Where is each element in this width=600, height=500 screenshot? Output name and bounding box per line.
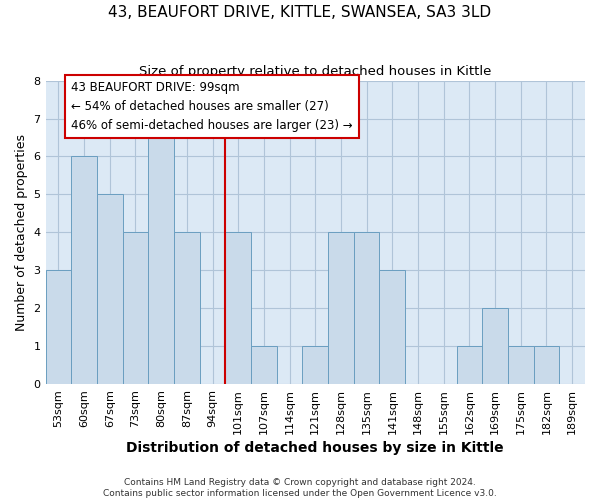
X-axis label: Distribution of detached houses by size in Kittle: Distribution of detached houses by size … <box>127 441 504 455</box>
Bar <box>482 308 508 384</box>
Bar <box>508 346 533 384</box>
Bar <box>533 346 559 384</box>
Bar <box>46 270 71 384</box>
Bar <box>71 156 97 384</box>
Text: 43 BEAUFORT DRIVE: 99sqm
← 54% of detached houses are smaller (27)
46% of semi-d: 43 BEAUFORT DRIVE: 99sqm ← 54% of detach… <box>71 82 353 132</box>
Bar <box>122 232 148 384</box>
Bar <box>174 232 200 384</box>
Bar <box>97 194 122 384</box>
Title: Size of property relative to detached houses in Kittle: Size of property relative to detached ho… <box>139 65 491 78</box>
Bar <box>379 270 405 384</box>
Text: Contains HM Land Registry data © Crown copyright and database right 2024.
Contai: Contains HM Land Registry data © Crown c… <box>103 478 497 498</box>
Bar <box>226 232 251 384</box>
Bar <box>457 346 482 384</box>
Bar <box>302 346 328 384</box>
Bar <box>148 118 174 384</box>
Y-axis label: Number of detached properties: Number of detached properties <box>15 134 28 331</box>
Text: 43, BEAUFORT DRIVE, KITTLE, SWANSEA, SA3 3LD: 43, BEAUFORT DRIVE, KITTLE, SWANSEA, SA3… <box>109 5 491 20</box>
Bar <box>328 232 354 384</box>
Bar <box>354 232 379 384</box>
Bar <box>251 346 277 384</box>
